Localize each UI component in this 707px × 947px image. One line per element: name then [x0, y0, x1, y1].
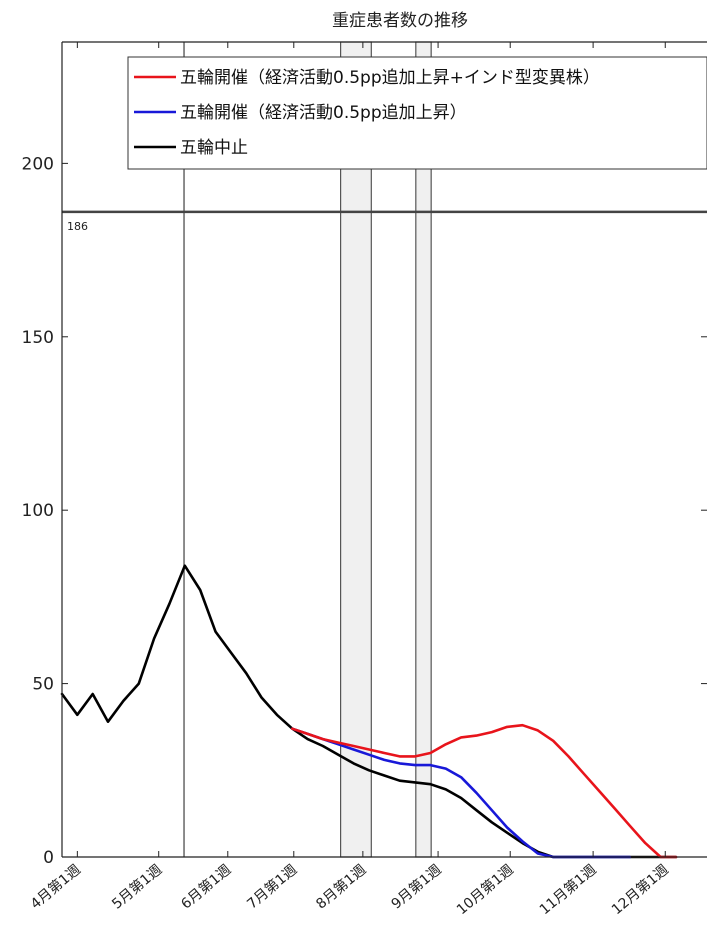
- x-tick-label-5: 8月第1週: [313, 861, 370, 912]
- legend-entry-1: 五輪開催（経済活動0.5pp追加上昇+インド型変異株）: [180, 68, 600, 88]
- series-line-1: [290, 723, 678, 859]
- y-tick-label-100: 100: [22, 501, 54, 521]
- reference-line-label: 186: [67, 220, 88, 233]
- y-tick-label-50: 50: [32, 675, 54, 695]
- x-tick-label-1: 4月第1週: [27, 861, 84, 912]
- legend-box: [127, 56, 707, 170]
- x-tick-label-8: 11月第1週: [536, 861, 600, 918]
- chart-title: 重症患者数の推移: [332, 11, 468, 31]
- x-tick-label-6: 9月第1週: [388, 861, 445, 912]
- reference-layer: 186: [62, 42, 707, 857]
- x-tick-label-4: 7月第1週: [244, 861, 301, 912]
- x-tick-label-7: 10月第1週: [453, 861, 517, 918]
- y-tick-label-150: 150: [22, 328, 54, 348]
- legend-entry-2: 五輪開催（経済活動0.5pp追加上昇）: [180, 103, 467, 123]
- x-tick-label-9: 12月第1週: [608, 861, 672, 918]
- legend: 五輪開催（経済活動0.5pp追加上昇+インド型変異株） 五輪開催（経済活動0.5p…: [127, 56, 707, 170]
- shaded-period-1: [340, 41, 372, 858]
- legend-entry-3: 五輪中止: [180, 138, 248, 158]
- x-tick-label-2: 5月第1週: [109, 861, 166, 912]
- y-tick-label-0: 0: [43, 848, 54, 868]
- shaded-periods: [340, 41, 432, 858]
- y-tick-label-200: 200: [22, 154, 54, 174]
- x-tick-label-3: 6月第1週: [178, 861, 235, 912]
